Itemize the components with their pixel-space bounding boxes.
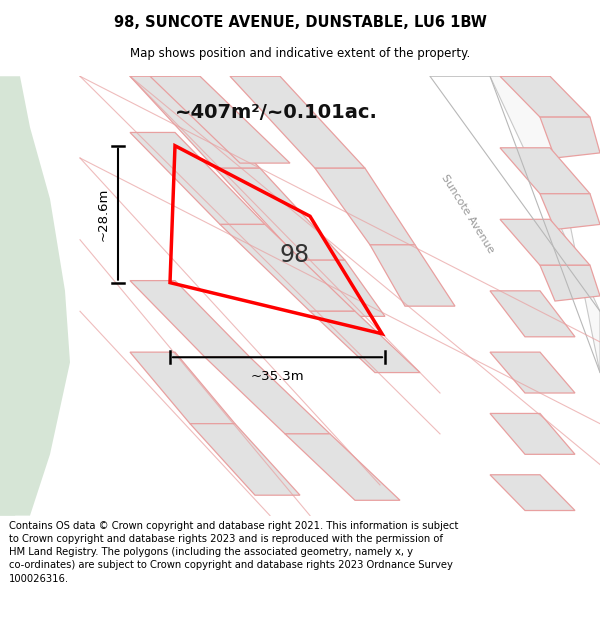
Polygon shape [490,291,575,337]
Polygon shape [540,265,600,301]
Text: 98: 98 [280,243,310,267]
Polygon shape [490,414,575,454]
Polygon shape [500,76,590,117]
Polygon shape [370,245,455,306]
Polygon shape [540,117,600,158]
Text: ~28.6m: ~28.6m [97,188,110,241]
Polygon shape [205,357,330,434]
Polygon shape [0,76,65,516]
Polygon shape [490,475,575,511]
Polygon shape [0,76,70,516]
Polygon shape [490,352,575,393]
Text: Map shows position and indicative extent of the property.: Map shows position and indicative extent… [130,48,470,60]
Polygon shape [130,132,265,224]
Polygon shape [300,260,385,316]
Polygon shape [285,434,400,500]
Polygon shape [150,76,290,163]
Text: ~35.3m: ~35.3m [251,369,304,382]
Text: Contains OS data © Crown copyright and database right 2021. This information is : Contains OS data © Crown copyright and d… [9,521,458,584]
Polygon shape [130,76,260,168]
Text: 98, SUNCOTE AVENUE, DUNSTABLE, LU6 1BW: 98, SUNCOTE AVENUE, DUNSTABLE, LU6 1BW [113,15,487,30]
Polygon shape [500,148,590,194]
Polygon shape [230,76,365,168]
Polygon shape [315,168,415,245]
Polygon shape [220,224,355,311]
Polygon shape [540,194,600,229]
Text: ~407m²/~0.101ac.: ~407m²/~0.101ac. [175,102,378,121]
Polygon shape [215,168,345,260]
Polygon shape [190,424,300,495]
Polygon shape [500,219,590,265]
Polygon shape [430,76,600,372]
Polygon shape [310,311,420,372]
Polygon shape [130,281,250,357]
Polygon shape [130,352,235,424]
Text: Suncote Avenue: Suncote Avenue [440,173,496,255]
